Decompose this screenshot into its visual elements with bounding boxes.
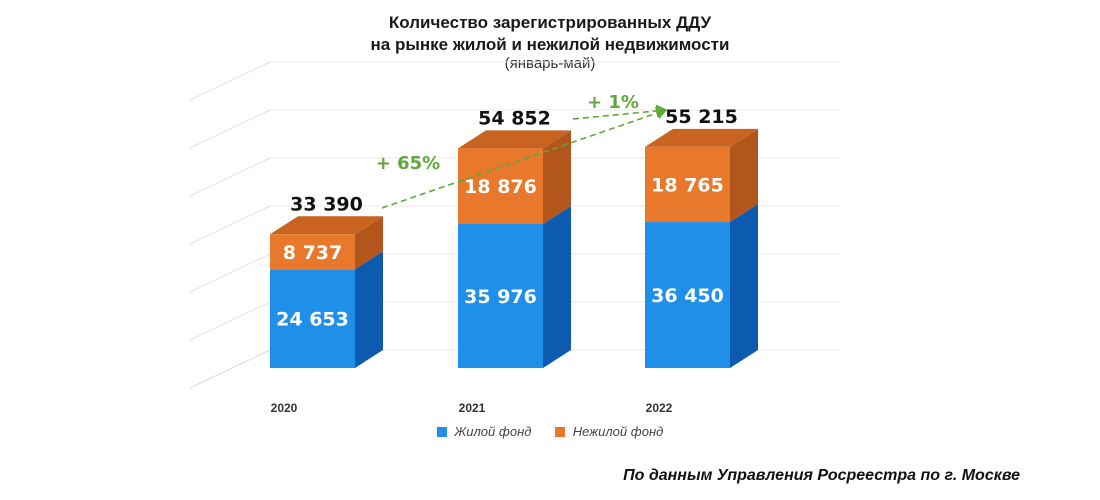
bar-2022-residential [645,222,730,368]
data-label-2020-1: 8 737 [283,242,343,264]
grid-line-diagonal [189,205,271,245]
bar-2020-residential [270,269,355,368]
data-label-2022-0: 36 450 [651,285,724,307]
chart-title-line2: на рынке жилой и нежилой недвижимости [370,35,730,54]
bar-side-2020-1 [355,216,383,270]
category-label-2021: 2021 [459,401,486,415]
grid-line-diagonal [189,157,271,197]
category-label-2022: 2022 [646,401,673,415]
data-label-2022-1: 18 765 [651,174,724,196]
grid-line-diagonal [189,61,271,101]
source-note: По данным Управления Росреестра по г. Мо… [623,467,1020,484]
legend: Жилой фонд Нежилой фонд [0,424,1100,439]
stacked-bar-chart: 24 653 8 737 33 390 2020 35 976 18 876 54 852 2… [189,61,840,415]
legend-swatch-nonresidential [555,427,566,437]
legend-label-residential: Жилой фонд [454,424,532,439]
grid-line-diagonal [189,109,271,149]
floor-edge [189,349,271,389]
bar-side-2021-1 [543,130,571,224]
category-label-2020: 2020 [271,401,298,415]
growth-arrow-2020-2021 [381,107,668,209]
bar-top-2020 [270,216,383,235]
legend-item-nonresidential: Нежилой фонд [555,424,663,439]
bar-2020-nonresidential [270,234,355,270]
bar-side-2022-0 [730,204,758,368]
bar-top-2022 [645,128,758,147]
growth-label-2021-2022: + 1% [587,92,639,113]
bar-2021-residential [458,223,543,368]
legend-swatch-residential [436,427,447,437]
data-label-2020-0: 24 653 [276,309,349,331]
bar-side-2021-0 [543,205,571,368]
data-label-2021-0: 35 976 [464,286,537,308]
grid-line-diagonal [189,301,271,341]
chart-title-line1: Количество зарегистрированных ДДУ [388,13,712,32]
total-label-2020: 33 390 [290,193,363,215]
legend-item-residential: Жилой фонд [436,424,532,439]
bar-side-2020-0 [355,251,383,368]
growth-label-2020-2021: + 65% [376,153,440,174]
data-label-2021-1: 18 876 [464,176,537,198]
legend-label-nonresidential: Нежилой фонд [572,424,664,439]
bar-2022-nonresidential [645,146,730,223]
total-label-2021: 54 852 [478,107,551,129]
grid-line-diagonal [189,253,271,293]
bar-2021-nonresidential [458,148,543,224]
bar-top-2021 [458,130,571,149]
bar-side-2022-1 [730,128,758,223]
total-label-2022: 55 215 [665,106,738,128]
chart-subtitle: (январь-май) [504,55,596,72]
growth-arrow-2021-2022 [572,104,668,120]
